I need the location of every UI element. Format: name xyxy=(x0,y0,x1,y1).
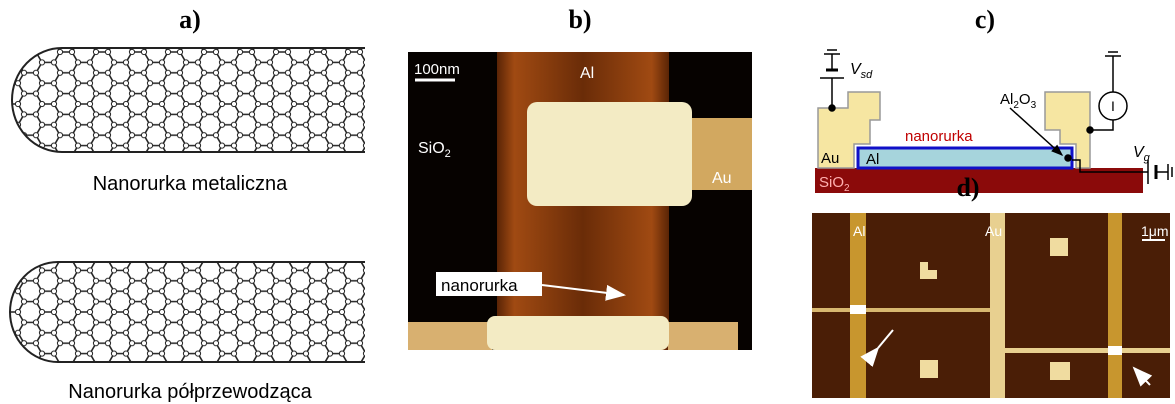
al-label: Al xyxy=(853,223,865,239)
caption: Nanorurka metaliczna xyxy=(93,173,288,195)
subscript: sd xyxy=(861,69,874,81)
al-label: Al xyxy=(866,151,879,168)
figure: a) Nanorurka metaliczna Nanorurka półprz… xyxy=(0,0,1175,404)
afm-image-b xyxy=(408,52,752,350)
scale-label: 100nm xyxy=(414,61,460,78)
panel-label: a) xyxy=(179,5,201,34)
au-label: Au xyxy=(712,170,732,187)
au-label: Au xyxy=(985,223,1002,239)
panel-label: c) xyxy=(975,5,995,34)
afm-image-d xyxy=(812,213,1170,398)
nanotube-metallic xyxy=(12,48,365,152)
vsd-label: Vsd xyxy=(850,61,873,81)
text: SiO xyxy=(418,140,445,157)
al-label: Al xyxy=(580,65,594,82)
subscript: 3 xyxy=(1031,100,1037,111)
subscript: 2 xyxy=(445,148,451,160)
au-label: Au xyxy=(821,150,839,167)
panel-label: b) xyxy=(568,5,591,34)
text: SiO xyxy=(819,174,844,191)
caption: Nanorurka półprzewodząca xyxy=(68,381,312,403)
nanotube-semiconducting xyxy=(10,262,365,362)
vg-label: Vg xyxy=(1133,144,1151,164)
text: O xyxy=(1019,91,1031,108)
nanotube-label: nanorurka xyxy=(441,276,518,295)
scale-label: 1μm xyxy=(1141,223,1169,239)
nanotube-label: nanorurka xyxy=(905,128,973,145)
al2o3-label: Al2O3 xyxy=(1000,91,1037,111)
subscript: g xyxy=(1144,152,1151,164)
text: Al xyxy=(1000,91,1013,108)
meter-label: I xyxy=(1111,98,1115,114)
panel-label: d) xyxy=(956,173,979,202)
subscript: 2 xyxy=(844,183,850,194)
